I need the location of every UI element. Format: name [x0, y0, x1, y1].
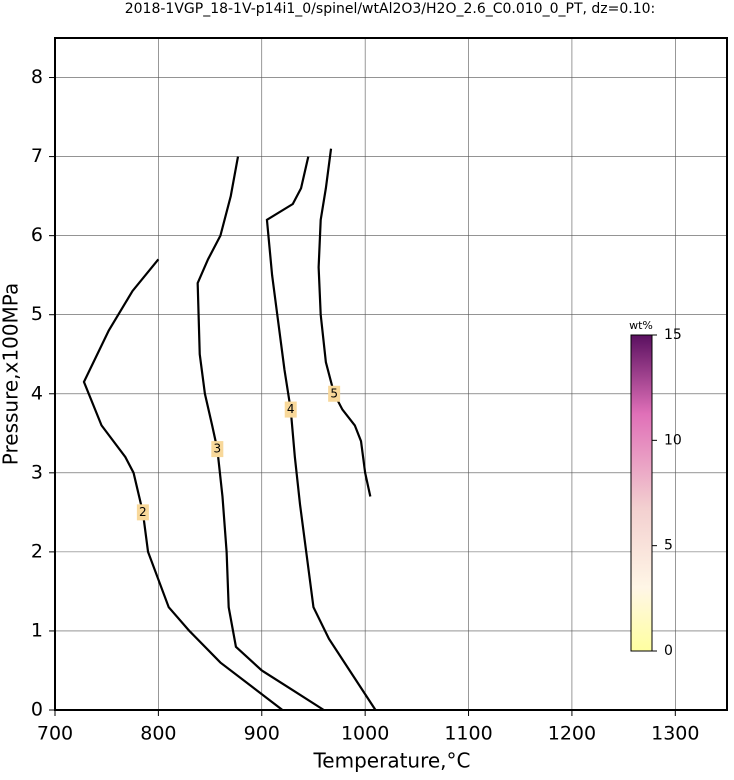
y-tick-label: 7: [31, 145, 43, 167]
contour-line: [82, 258, 284, 711]
x-tick-label: 1200: [548, 723, 596, 745]
colorbar-tick-label: 15: [664, 327, 682, 343]
x-tick-label: 800: [140, 723, 176, 745]
y-axis-label: Pressure,x100MPa: [0, 283, 23, 465]
colorbar-label: wt%: [629, 319, 653, 332]
x-tick-label: 900: [244, 723, 280, 745]
contour-label-bg: [284, 401, 297, 418]
x-axis-label: Temperature,°C: [312, 749, 470, 773]
y-tick-label: 6: [31, 224, 43, 246]
y-tick-label: 1: [31, 619, 43, 641]
chart-title: 2018-1VGP_18-1V-p14i1_0/spinel/wtAl2O3/H…: [125, 1, 656, 17]
colorbar-tick-label: 0: [664, 643, 673, 659]
colorbar-tick-label: 10: [664, 432, 682, 448]
colorbar-tick-label: 5: [664, 538, 673, 554]
contour-label: 5: [330, 386, 338, 400]
contour-line: [265, 156, 377, 711]
x-tick-label: 1000: [341, 723, 389, 745]
contour-label-bg: [328, 385, 341, 402]
contour-label: 4: [287, 402, 295, 416]
y-tick-label: 3: [31, 461, 43, 483]
contour-label-bg: [136, 504, 149, 521]
contour-label: 3: [213, 442, 221, 456]
y-tick-label: 4: [31, 382, 43, 404]
contour-label-bg: [211, 441, 224, 458]
plot-frame: [54, 37, 728, 711]
y-tick-label: 8: [31, 66, 43, 88]
colorbar: [630, 334, 653, 652]
contour-label: 2: [139, 505, 147, 519]
contour-line: [317, 148, 372, 497]
y-tick-label: 5: [31, 303, 43, 325]
y-tick-label: 0: [31, 699, 43, 721]
x-tick-label: 1100: [444, 723, 492, 745]
contour-line: [196, 156, 325, 711]
x-tick-label: 1300: [651, 723, 699, 745]
x-tick-label: 700: [37, 723, 73, 745]
y-tick-label: 2: [31, 540, 43, 562]
